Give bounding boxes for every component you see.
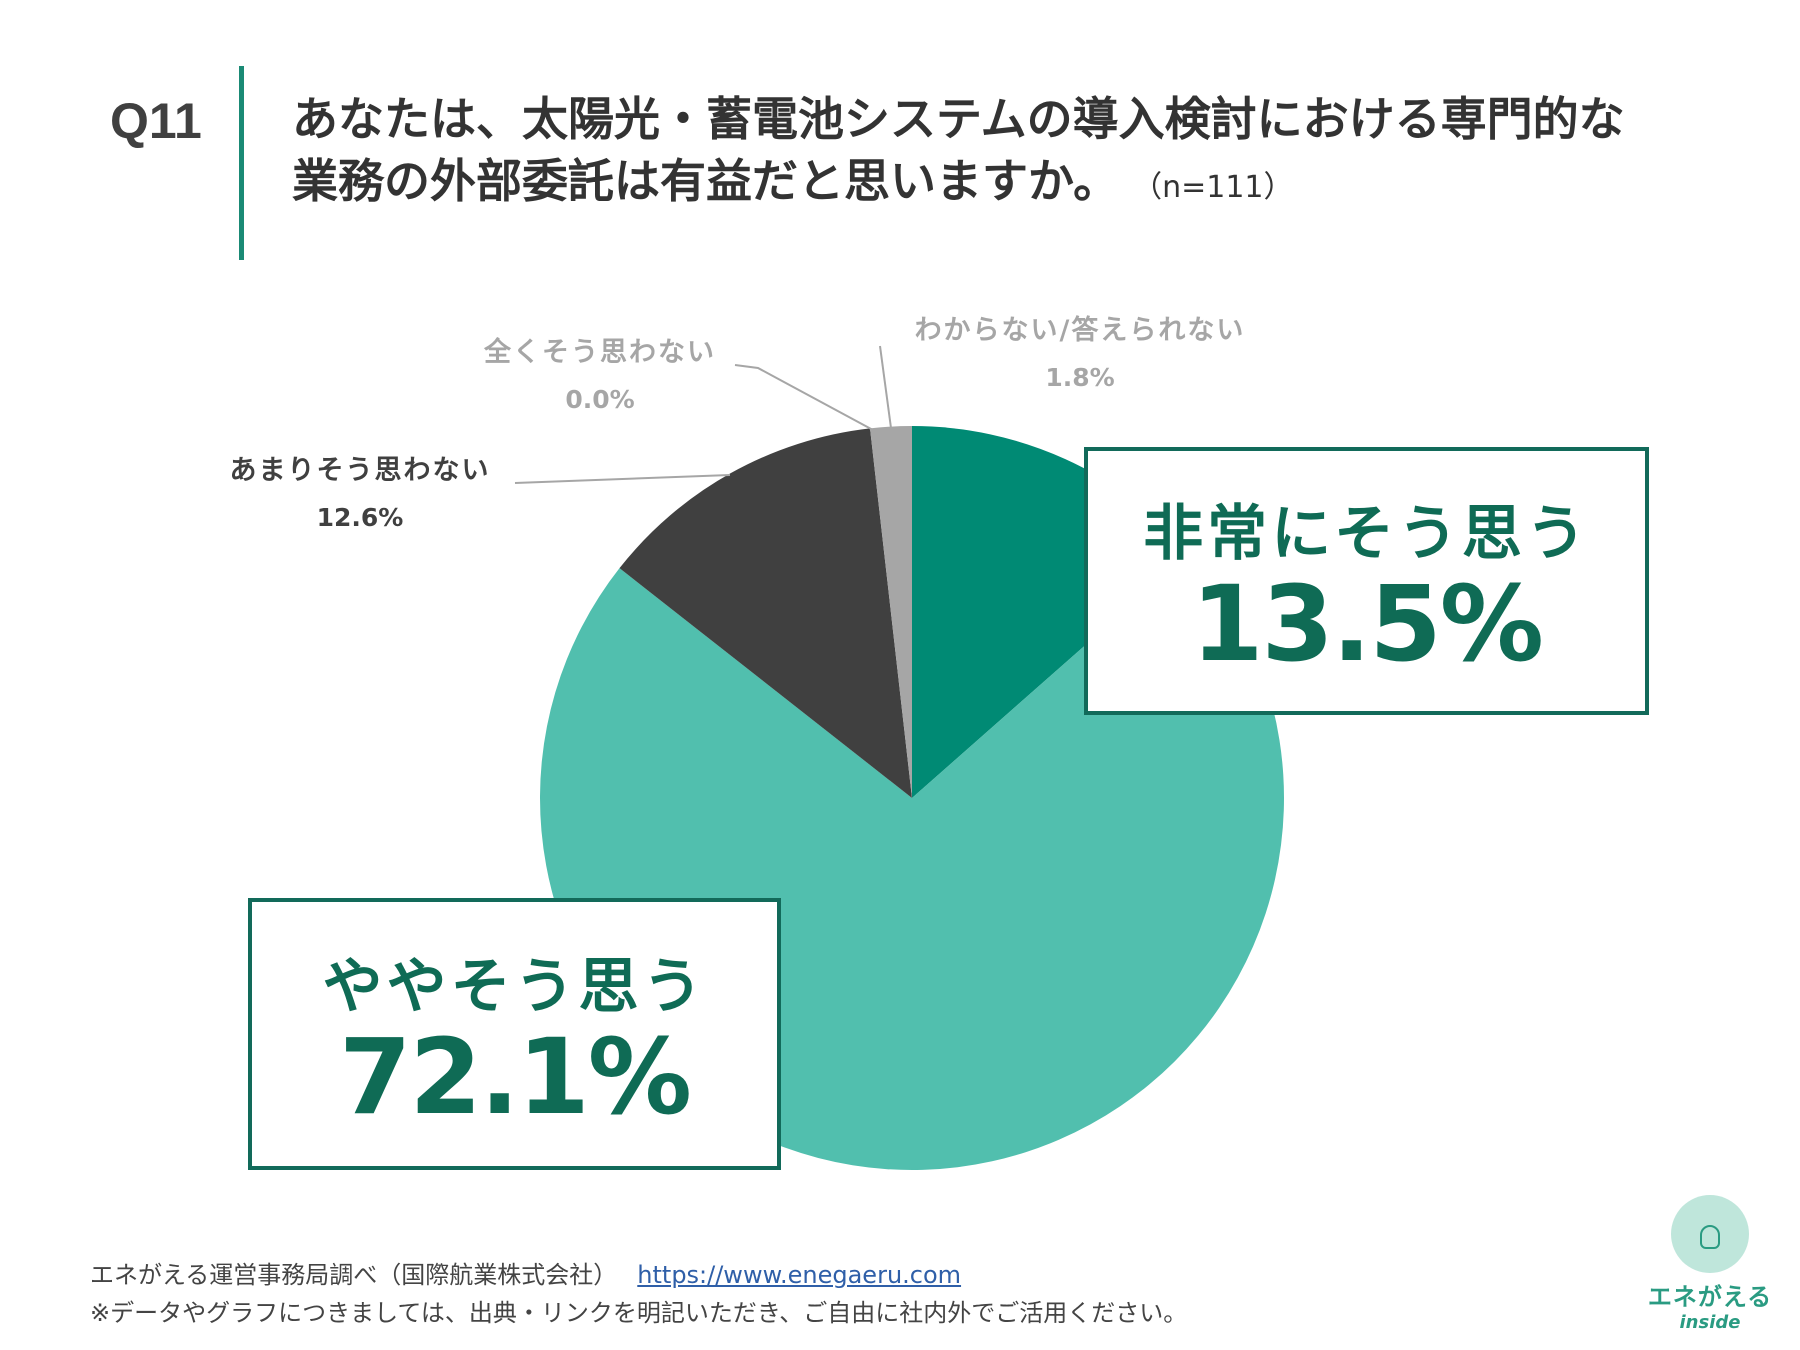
slice-label-value: 0.0%: [565, 385, 635, 414]
sample-size: （n=111）: [1147, 170, 1294, 205]
pie-slice-2: [619, 428, 912, 798]
logo-name: エネがえる: [1647, 1283, 1773, 1311]
footer-source-text: エネがえる運営事務局調べ（国際航業株式会社）: [90, 1261, 618, 1289]
footer-link[interactable]: https://www.enegaeru.com: [637, 1261, 962, 1289]
callout-label: 非常にそう思う: [1143, 499, 1590, 569]
slice-label-unknown: わからない/答えられない 1.8%: [880, 308, 1280, 392]
callout-value: 72.1%: [339, 1016, 692, 1138]
lightbulb-icon: [1700, 1225, 1720, 1249]
question-line-1: あなたは、太陽光・蓄電池システムの導入検討における専門的な: [292, 92, 1625, 146]
brand-logo: エネがえる inside: [1635, 1195, 1785, 1345]
leader-lines: [514, 345, 892, 484]
question-number: Q11: [110, 93, 202, 149]
callout-value: 13.5%: [1191, 563, 1544, 685]
slice-label-not-at-all: 全くそう思わない 0.0%: [445, 330, 755, 414]
leader-line-3: [734, 364, 874, 431]
slice-label-rarely: あまりそう思わない 12.6%: [195, 448, 525, 532]
slice-label-text: わからない/答えられない: [914, 315, 1246, 346]
logo-mascot: [1671, 1195, 1749, 1273]
callout-somewhat-agree: ややそう思う 72.1%: [248, 898, 781, 1170]
footer-note: ※データやグラフにつきましては、出典・リンクを明記いただき、ご自由に社内外でご活…: [90, 1299, 1188, 1327]
callout-strongly-agree: 非常にそう思う 13.5%: [1084, 447, 1649, 715]
slice-label-text: あまりそう思わない: [229, 455, 491, 486]
question-text: あなたは、太陽光・蓄電池システムの導入検討における専門的な 業務の外部委託は有益…: [292, 88, 1712, 219]
footer-source: エネがえる運営事務局調べ（国際航業株式会社） https://www.enegae…: [90, 1255, 961, 1290]
leader-line-2: [514, 474, 731, 484]
slice-label-value: 12.6%: [316, 503, 404, 532]
callout-label: ややそう思う: [322, 952, 707, 1022]
pie-slice-4: [870, 426, 912, 798]
slice-label-text: 全くそう思わない: [484, 337, 716, 368]
logo-sub: inside: [1679, 1312, 1741, 1333]
question-line-2: 業務の外部委託は有益だと思いますか。: [292, 154, 1120, 208]
slice-label-value: 1.8%: [1045, 363, 1115, 392]
leader-line-4: [879, 345, 892, 429]
question-divider: [239, 66, 244, 260]
